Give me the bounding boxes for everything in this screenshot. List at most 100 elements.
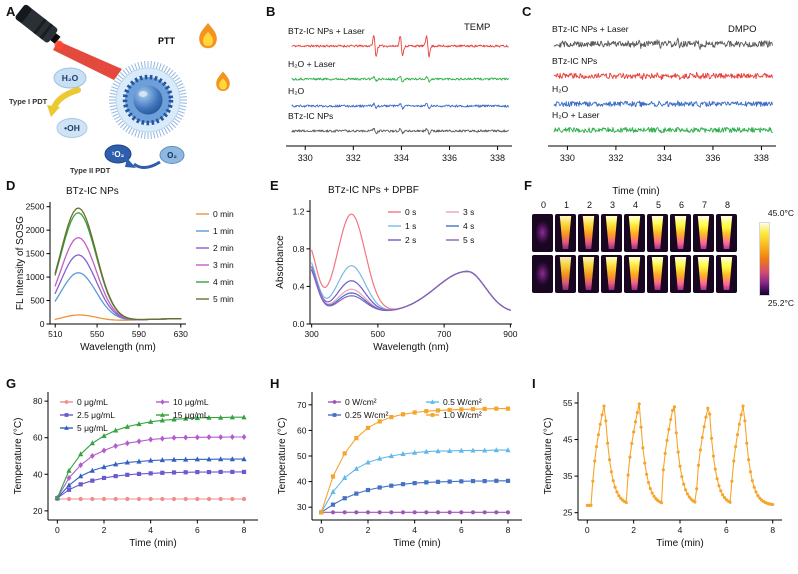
oh-radical-label: •OH: [64, 123, 80, 133]
thermal-image-cell: [578, 214, 599, 252]
svg-text:1500: 1500: [26, 249, 45, 259]
svg-text:1000: 1000: [26, 272, 45, 282]
svg-text:0 W/cm²: 0 W/cm²: [345, 397, 377, 407]
svg-text:0: 0: [319, 525, 324, 535]
esr-dmpo-chart: 330 332 334 336 338 DMPO BTz-IC NPs + Laser BTz…: [548, 24, 776, 163]
svg-text:10 μg/mL: 10 μg/mL: [173, 397, 209, 407]
svg-text:Absorbance: Absorbance: [275, 235, 286, 289]
svg-text:Time (min): Time (min): [656, 538, 703, 549]
svg-text:8: 8: [770, 525, 775, 535]
svg-text:Temperature (°C): Temperature (°C): [543, 418, 554, 495]
nanoparticle: [109, 61, 187, 139]
svg-text:4 min: 4 min: [213, 277, 234, 287]
type2-pdt-label: Type II PDT: [70, 166, 111, 175]
svg-text:4 s: 4 s: [463, 221, 474, 231]
svg-text:330: 330: [560, 153, 575, 163]
ptt-label: PTT: [158, 36, 176, 46]
panel-A-pdt-schematic: A PTT H₂O: [6, 4, 264, 176]
svg-text:6: 6: [724, 525, 729, 535]
svg-text:Temperature (°C): Temperature (°C): [13, 418, 24, 495]
svg-text:334: 334: [657, 153, 672, 163]
svg-text:0: 0: [55, 525, 60, 535]
svg-text:BTz-IC NPs + Laser: BTz-IC NPs + Laser: [288, 26, 365, 36]
panel-letter-I: I: [532, 376, 536, 391]
svg-text:338: 338: [754, 153, 769, 163]
panel-letter-C: C: [522, 4, 532, 19]
svg-text:330: 330: [298, 153, 313, 163]
type1-pdt-label: Type I PDT: [9, 97, 48, 106]
svg-text:900: 900: [503, 329, 517, 339]
svg-text:500: 500: [371, 329, 385, 339]
thermal-image-cell: [532, 214, 553, 252]
thermal-image-cell: [601, 214, 622, 252]
svg-text:336: 336: [705, 153, 720, 163]
svg-text:332: 332: [608, 153, 623, 163]
thermal-image-cell: [532, 255, 553, 293]
h2o-label: H₂O: [62, 73, 79, 83]
svg-text:8: 8: [506, 525, 511, 535]
laser-beam: [53, 41, 122, 80]
svg-text:TEMP: TEMP: [464, 22, 490, 33]
svg-text:5 min: 5 min: [213, 294, 234, 304]
thermal-image-cell: [647, 255, 668, 293]
svg-text:332: 332: [346, 153, 361, 163]
svg-text:4: 4: [412, 525, 417, 535]
temperature-colorbar: [759, 222, 770, 296]
svg-text:334: 334: [394, 153, 409, 163]
svg-text:0 μg/mL: 0 μg/mL: [77, 397, 108, 407]
type1-arrowhead: [47, 105, 60, 117]
svg-text:510: 510: [48, 329, 62, 339]
svg-text:1.0 W/cm²: 1.0 W/cm²: [443, 410, 482, 420]
svg-text:15 μg/mL: 15 μg/mL: [173, 410, 209, 420]
panel-letter-B: B: [266, 4, 276, 19]
thermal-image-cell: [624, 255, 645, 293]
svg-text:590: 590: [132, 329, 146, 339]
svg-text:Temperature (°C): Temperature (°C): [277, 418, 288, 495]
svg-text:500: 500: [30, 296, 44, 306]
svg-text:BTz-IC NPs + Laser: BTz-IC NPs + Laser: [552, 24, 629, 34]
svg-text:Time (min): Time (min): [393, 538, 440, 549]
panel-C-esr-dmpo: C 330 332 334 336 338 DMPO BTz-IC NPs + Laser B…: [522, 4, 794, 176]
svg-text:2: 2: [366, 525, 371, 535]
thermal-image-cell: [716, 255, 737, 293]
thermal-time-axis-title: Time (min): [612, 186, 660, 197]
thermal-image-cell: [693, 214, 714, 252]
laser-glow: [54, 40, 64, 50]
thermal-image-cell: [578, 255, 599, 293]
type2-arrow: [133, 160, 161, 169]
svg-text:0.0: 0.0: [293, 319, 305, 329]
svg-text:3 s: 3 s: [463, 207, 474, 217]
thermal-image-cell: [716, 214, 737, 252]
sosg-fluorescence-chart: 510 550 590 630 0 500 1000 1500 2000 2500 Waveleng…: [15, 186, 234, 353]
panel-I-photothermal-cycles-chart: I 0 2 4 6 8 25 35 45 55 Time (min) Temperature (°C…: [532, 376, 792, 570]
flame-icon: [199, 23, 217, 49]
svg-text:5 μg/mL: 5 μg/mL: [77, 423, 108, 433]
svg-text:40: 40: [297, 477, 307, 487]
panel-letter-H: H: [270, 376, 280, 391]
type2-arrowhead: [125, 158, 136, 168]
svg-text:0.4: 0.4: [293, 281, 305, 291]
svg-text:0: 0: [585, 525, 590, 535]
svg-text:700: 700: [437, 329, 451, 339]
thermal-image-cell: [670, 255, 691, 293]
svg-text:45: 45: [563, 435, 573, 445]
panel-letter-A: A: [6, 4, 16, 19]
svg-text:BTz-IC NPs: BTz-IC NPs: [66, 186, 119, 197]
svg-text:6: 6: [195, 525, 200, 535]
singlet-oxygen-label: ¹O₂: [112, 150, 125, 159]
svg-text:BTz-IC NPs: BTz-IC NPs: [552, 56, 597, 66]
svg-text:2000: 2000: [26, 225, 45, 235]
singlet-oxygen-bubble: [104, 144, 132, 164]
schematic-graphic: PTT H₂O Type I PDT •OH ¹O₂ O₂ Type II PD…: [9, 4, 230, 175]
svg-text:Time (min): Time (min): [129, 538, 176, 549]
svg-text:4: 4: [678, 525, 683, 535]
svg-text:6: 6: [459, 525, 464, 535]
thermal-image-cell: [601, 255, 622, 293]
svg-text:0: 0: [40, 319, 45, 329]
svg-text:0 s: 0 s: [405, 207, 416, 217]
svg-text:0 min: 0 min: [213, 209, 234, 219]
svg-text:300: 300: [305, 329, 319, 339]
